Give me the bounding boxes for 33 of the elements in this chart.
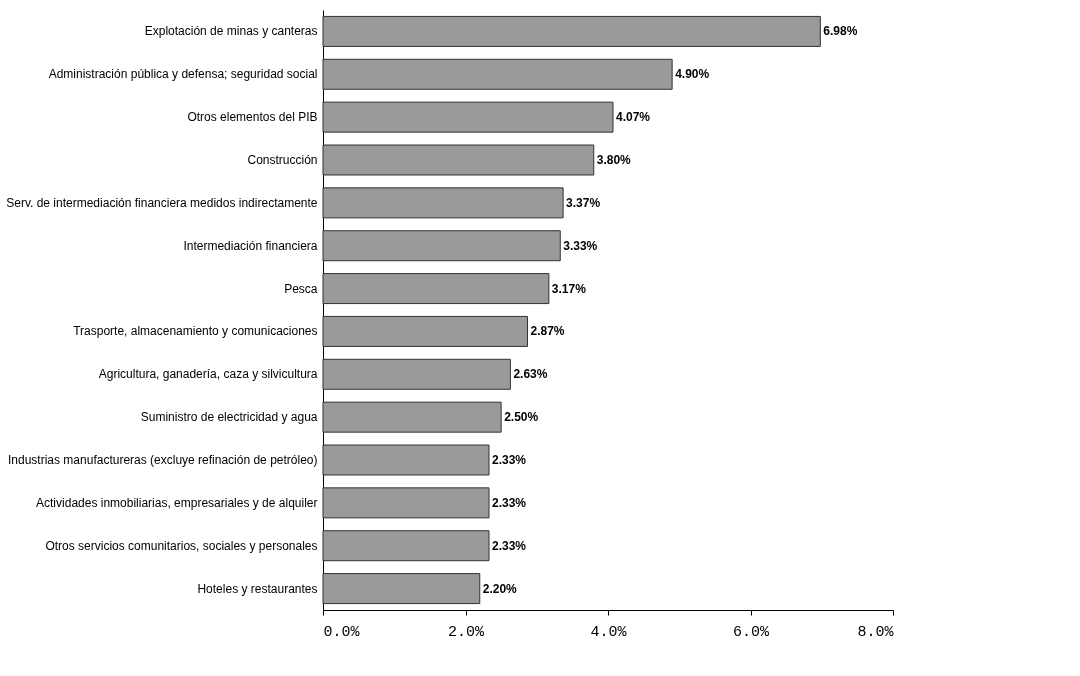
y-tick-label: Otros elementos del PIB (187, 110, 318, 125)
x-tick-label: 2.0% (447, 623, 485, 641)
data-label: 2.33% (492, 495, 527, 510)
data-label: 2.33% (492, 538, 527, 553)
y-tick-label: Explotación de minas y canteras (144, 24, 318, 39)
data-label: 2.20% (482, 581, 518, 596)
x-tick-label: 4.0% (590, 623, 628, 641)
y-tick-label: Industrias manufactureras (excluye refinación de petróleo) (8, 453, 318, 467)
data-label: 2.63% (513, 367, 548, 382)
y-tick-label: Actividades inmobiliarias, empresariales y de alquiler (36, 495, 318, 510)
y-tick-label: Hoteles y restaurantes (197, 581, 318, 596)
y-tick-label: Trasporte, almacenamiento y comunicaciones (73, 324, 318, 339)
data-label: 3.37% (566, 195, 601, 210)
y-tick-label: Suministro de electricidad y agua (140, 410, 318, 425)
x-tick-label: 0.0% (323, 623, 361, 641)
data-label: 3.33% (563, 238, 598, 253)
x-tick-label: 6.0% (732, 623, 770, 641)
data-label: 4.90% (675, 67, 710, 82)
y-tick-label: Construcción (247, 153, 318, 167)
y-tick-label: Intermediación financiera (183, 238, 318, 253)
data-label: 2.87% (530, 324, 565, 339)
y-tick-label: Otros servicios comunitarios, sociales y personales (45, 538, 318, 553)
x-tick-label: 8.0% (857, 623, 895, 641)
data-label: 2.33% (492, 453, 527, 467)
y-tick-label: Serv. de intermediación financiera medidos indirectamente (6, 195, 318, 210)
data-label: 3.17% (551, 281, 587, 296)
data-label: 4.07% (615, 110, 651, 125)
data-label: 3.80% (596, 153, 632, 167)
data-label: 2.50% (504, 410, 539, 425)
y-tick-label: Pesca (284, 281, 318, 296)
y-tick-label: Administración pública y defensa; seguridad social (48, 67, 318, 82)
y-tick-label: Agricultura, ganadería, caza y silvicultura (98, 367, 318, 382)
data-label: 6.98% (823, 24, 858, 39)
